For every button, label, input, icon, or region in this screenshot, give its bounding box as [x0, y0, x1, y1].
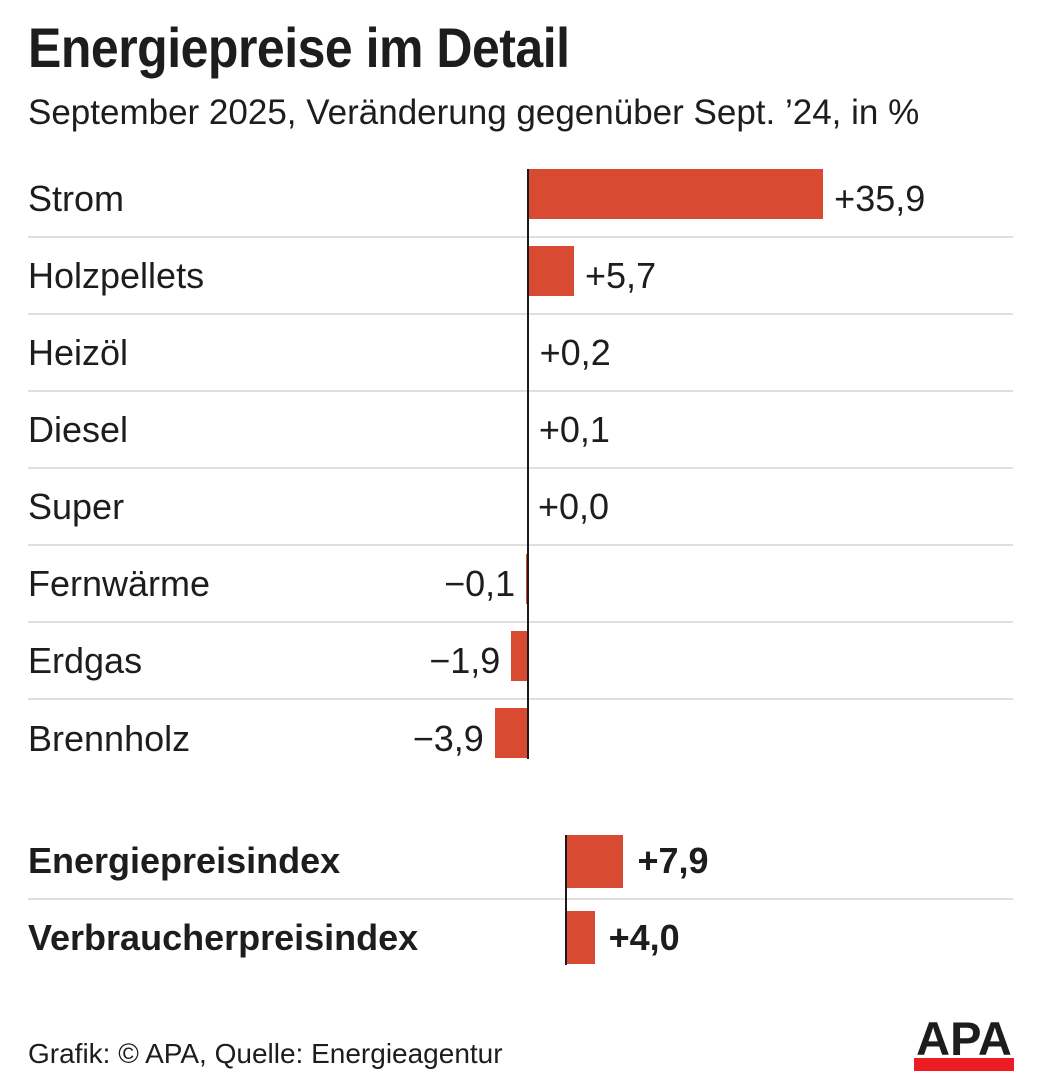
value-label: +0,1 [538, 408, 610, 450]
category-label: Energiepreisindex [28, 840, 341, 881]
chart-row: Brennholz −3,9 [28, 700, 1013, 777]
chart-row: Energiepreisindex +7,9 [28, 824, 1013, 900]
category-label: Holzpellets [28, 254, 205, 296]
apa-logo-text: APA [916, 1012, 1012, 1065]
value-label: +5,7 [585, 254, 657, 296]
category-label: Diesel [28, 408, 129, 450]
bar [494, 708, 527, 758]
category-label: Verbraucherpreisindex [28, 917, 419, 958]
chart-row: Holzpellets +5,7 [28, 238, 1013, 315]
category-label: Erdgas [28, 639, 143, 681]
bar [565, 835, 624, 888]
value-label: +35,9 [834, 177, 926, 219]
apa-logo: APA [914, 1012, 1014, 1071]
bar [527, 169, 824, 219]
category-label: Brennholz [28, 717, 191, 759]
chart-row: Erdgas −1,9 [28, 623, 1013, 700]
bar [526, 554, 527, 604]
value-label: +7,9 [637, 840, 709, 881]
chart-row: Super +0,0 [28, 469, 1013, 546]
chart-row: Fernwärme −0,1 [28, 546, 1013, 623]
category-label: Heizöl [28, 331, 129, 373]
value-label: +0,0 [538, 485, 610, 527]
category-label: Strom [28, 177, 125, 219]
bar-chart-main: Strom +35,9 Holzpellets +5,7 Heizöl +0,2 Diese… [28, 161, 1013, 777]
value-label: +4,0 [608, 917, 680, 958]
bar-chart-index: Energiepreisindex +7,9 Verbraucherpreisind… [28, 824, 1013, 976]
chart-row: Strom +35,9 [28, 161, 1013, 238]
category-label: Fernwärme [28, 562, 211, 604]
chart-subtitle: September 2025, Veränderung gegenüber Se… [28, 93, 920, 132]
chart-row: Diesel +0,1 [28, 392, 1013, 469]
value-label: +0,2 [539, 331, 611, 373]
value-label: −3,9 [412, 717, 484, 759]
category-label: Super [28, 485, 125, 527]
bar [565, 911, 595, 964]
chart-row: Verbraucherpreisindex +4,0 [28, 900, 1013, 976]
value-label: −0,1 [444, 562, 516, 604]
zero-axis-line [527, 169, 529, 759]
bar [511, 631, 527, 681]
bar [527, 246, 575, 296]
index-zero-axis-line [565, 835, 567, 965]
source-credit: Grafik: © APA, Quelle: Energieagentur [28, 1038, 503, 1069]
apa-logo-red-bar [914, 1058, 1014, 1071]
value-label: −1,9 [429, 639, 501, 681]
chart-row: Heizöl +0,2 [28, 315, 1013, 392]
chart-title: Energiepreise im Detail [28, 16, 570, 80]
